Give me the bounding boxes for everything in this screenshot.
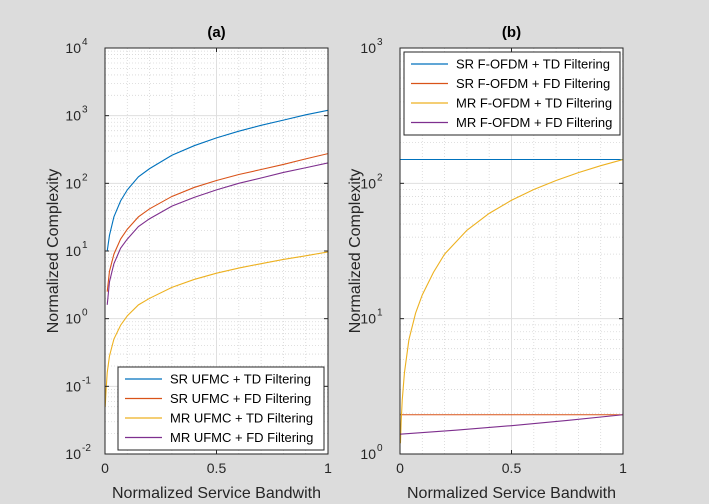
legend-entry-3: MR F-OFDM + FD Filtering (456, 115, 612, 130)
x-axis-label: Normalized Service Bandwith (112, 485, 321, 502)
y-tick-label: 10 (65, 40, 81, 56)
legend-entry-0: SR F-OFDM + TD Filtering (456, 57, 610, 72)
y-tick-label: 10 (65, 175, 81, 191)
legend-box (117, 366, 325, 451)
y-tick-exponent: -1 (82, 375, 91, 386)
x-tick-label: 1 (324, 460, 332, 476)
y-axis-label: Normalized Complexity (347, 169, 364, 334)
y-tick-base: 10 (65, 311, 81, 327)
legend-entry-3: MR UFMC + FD Filtering (170, 430, 313, 445)
legend-entry-2: MR F-OFDM + TD Filtering (456, 96, 612, 111)
chart-title: (a) (207, 24, 225, 41)
y-tick-label: 10 (65, 311, 81, 327)
x-tick-label: 1 (619, 460, 627, 476)
y-tick-base: 10 (360, 40, 376, 56)
series-line-2 (400, 158, 623, 444)
y-tick-base: 10 (360, 446, 376, 462)
y-tick-base: 10 (65, 378, 81, 394)
y-tick-exponent: 3 (82, 105, 88, 116)
x-axis-label: Normalized Service Bandwith (407, 485, 616, 502)
legend-entry-0: SR UFMC + TD Filtering (170, 372, 311, 387)
y-tick-label: 10 (360, 446, 376, 462)
y-tick-exponent: 4 (82, 37, 88, 48)
y-tick-label: 10 (360, 40, 376, 56)
y-tick-base: 10 (360, 311, 376, 327)
series-line-3 (400, 414, 623, 435)
y-tick-exponent: 1 (377, 308, 383, 319)
y-tick-label: 10 (65, 378, 81, 394)
y-tick-exponent: 0 (82, 308, 88, 319)
x-tick-label: 0 (396, 460, 404, 476)
legend-entry-1: SR F-OFDM + FD Filtering (456, 76, 610, 91)
legend-entry-1: SR UFMC + FD Filtering (170, 391, 311, 406)
y-tick-base: 10 (65, 446, 81, 462)
y-tick-base: 10 (65, 108, 81, 124)
y-tick-base: 10 (65, 175, 81, 191)
x-tick-label: 0.5 (207, 460, 227, 476)
series-line-3 (106, 162, 328, 305)
y-tick-label: 10 (65, 446, 81, 462)
y-tick-exponent: 1 (82, 240, 88, 251)
series-line-0 (106, 109, 328, 252)
series-line-1 (106, 153, 328, 292)
y-tick-label: 10 (65, 108, 81, 124)
y-tick-base: 10 (65, 40, 81, 56)
series-group (400, 158, 623, 444)
legend: SR F-OFDM + TD Filtering SR F-OFDM + FD F… (403, 51, 621, 136)
y-axis-label: Normalized Complexity (45, 169, 62, 334)
y-tick-label: 10 (65, 243, 81, 259)
y-tick-exponent: -2 (82, 443, 91, 454)
x-tick-label: 0 (101, 460, 109, 476)
y-tick-exponent: 2 (82, 172, 88, 183)
y-tick-exponent: 0 (377, 443, 383, 454)
series-line-2 (105, 251, 328, 407)
y-tick-label: 10 (360, 175, 376, 191)
legend-entry-2: MR UFMC + TD Filtering (170, 411, 313, 426)
y-tick-base: 10 (65, 243, 81, 259)
series-group (105, 109, 328, 407)
x-tick-label: 0.5 (502, 460, 522, 476)
y-tick-exponent: 3 (377, 37, 383, 48)
y-tick-label: 10 (360, 311, 376, 327)
y-tick-exponent: 2 (377, 172, 383, 183)
legend: SR UFMC + TD Filtering SR UFMC + FD Filte… (117, 366, 325, 451)
legend-box (403, 51, 621, 136)
chart-title: (b) (502, 24, 521, 41)
y-tick-base: 10 (360, 175, 376, 191)
